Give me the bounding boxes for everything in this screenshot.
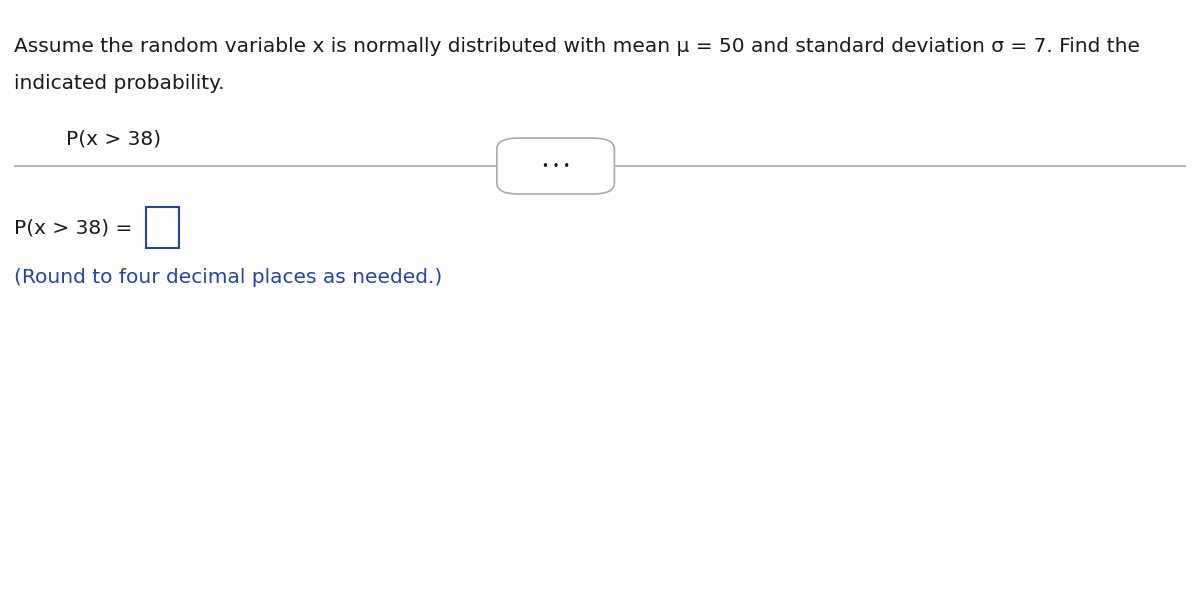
Text: indicated probability.: indicated probability. [14,74,224,93]
Text: (Round to four decimal places as needed.): (Round to four decimal places as needed.… [14,269,443,287]
Text: • • •: • • • [541,159,570,173]
Text: P(x > 38) =: P(x > 38) = [14,218,139,237]
Text: P(x > 38): P(x > 38) [66,129,161,148]
Text: Assume the random variable x is normally distributed with mean μ = 50 and standa: Assume the random variable x is normally… [14,37,1140,56]
